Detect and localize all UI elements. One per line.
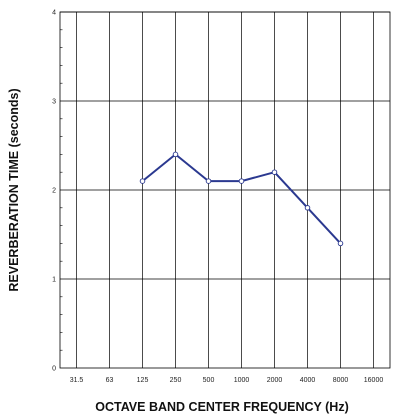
data-point xyxy=(271,169,278,175)
data-point xyxy=(337,240,344,247)
y-tick-label: 1 xyxy=(52,277,56,284)
data-point xyxy=(139,178,146,184)
x-axis-title: OCTAVE BAND CENTER FREQUENCY (Hz) xyxy=(95,400,348,414)
y-tick-label: 0 xyxy=(52,366,56,373)
y-tick-labels: 0 1 2 3 4 xyxy=(52,10,56,373)
grid xyxy=(60,11,390,368)
x-tick-labels: 31.5 63 125 250 500 1000 2000 4000 8000 16000 xyxy=(70,377,384,384)
x-tick-label: 31.5 xyxy=(70,377,84,384)
y-tick-label: 3 xyxy=(52,99,56,106)
y-axis-title: REVERBERATION TIME (seconds) xyxy=(7,88,21,291)
series-group xyxy=(139,151,344,247)
y-tick-label: 4 xyxy=(52,10,56,17)
x-tick-label: 63 xyxy=(106,377,114,384)
x-tick-label: 16000 xyxy=(364,377,384,384)
x-tick-label: 2000 xyxy=(267,377,283,384)
x-tick-label: 250 xyxy=(170,377,182,384)
x-tick-label: 1000 xyxy=(234,377,250,384)
data-point xyxy=(304,205,311,211)
y-tick-label: 2 xyxy=(52,188,56,195)
x-tick-label: 125 xyxy=(137,377,149,384)
data-point xyxy=(238,178,245,184)
x-tick-label: 8000 xyxy=(333,377,349,384)
x-tick-label: 500 xyxy=(203,377,215,384)
data-point xyxy=(205,178,212,184)
x-tick-label: 4000 xyxy=(300,377,316,384)
data-point xyxy=(172,151,179,158)
